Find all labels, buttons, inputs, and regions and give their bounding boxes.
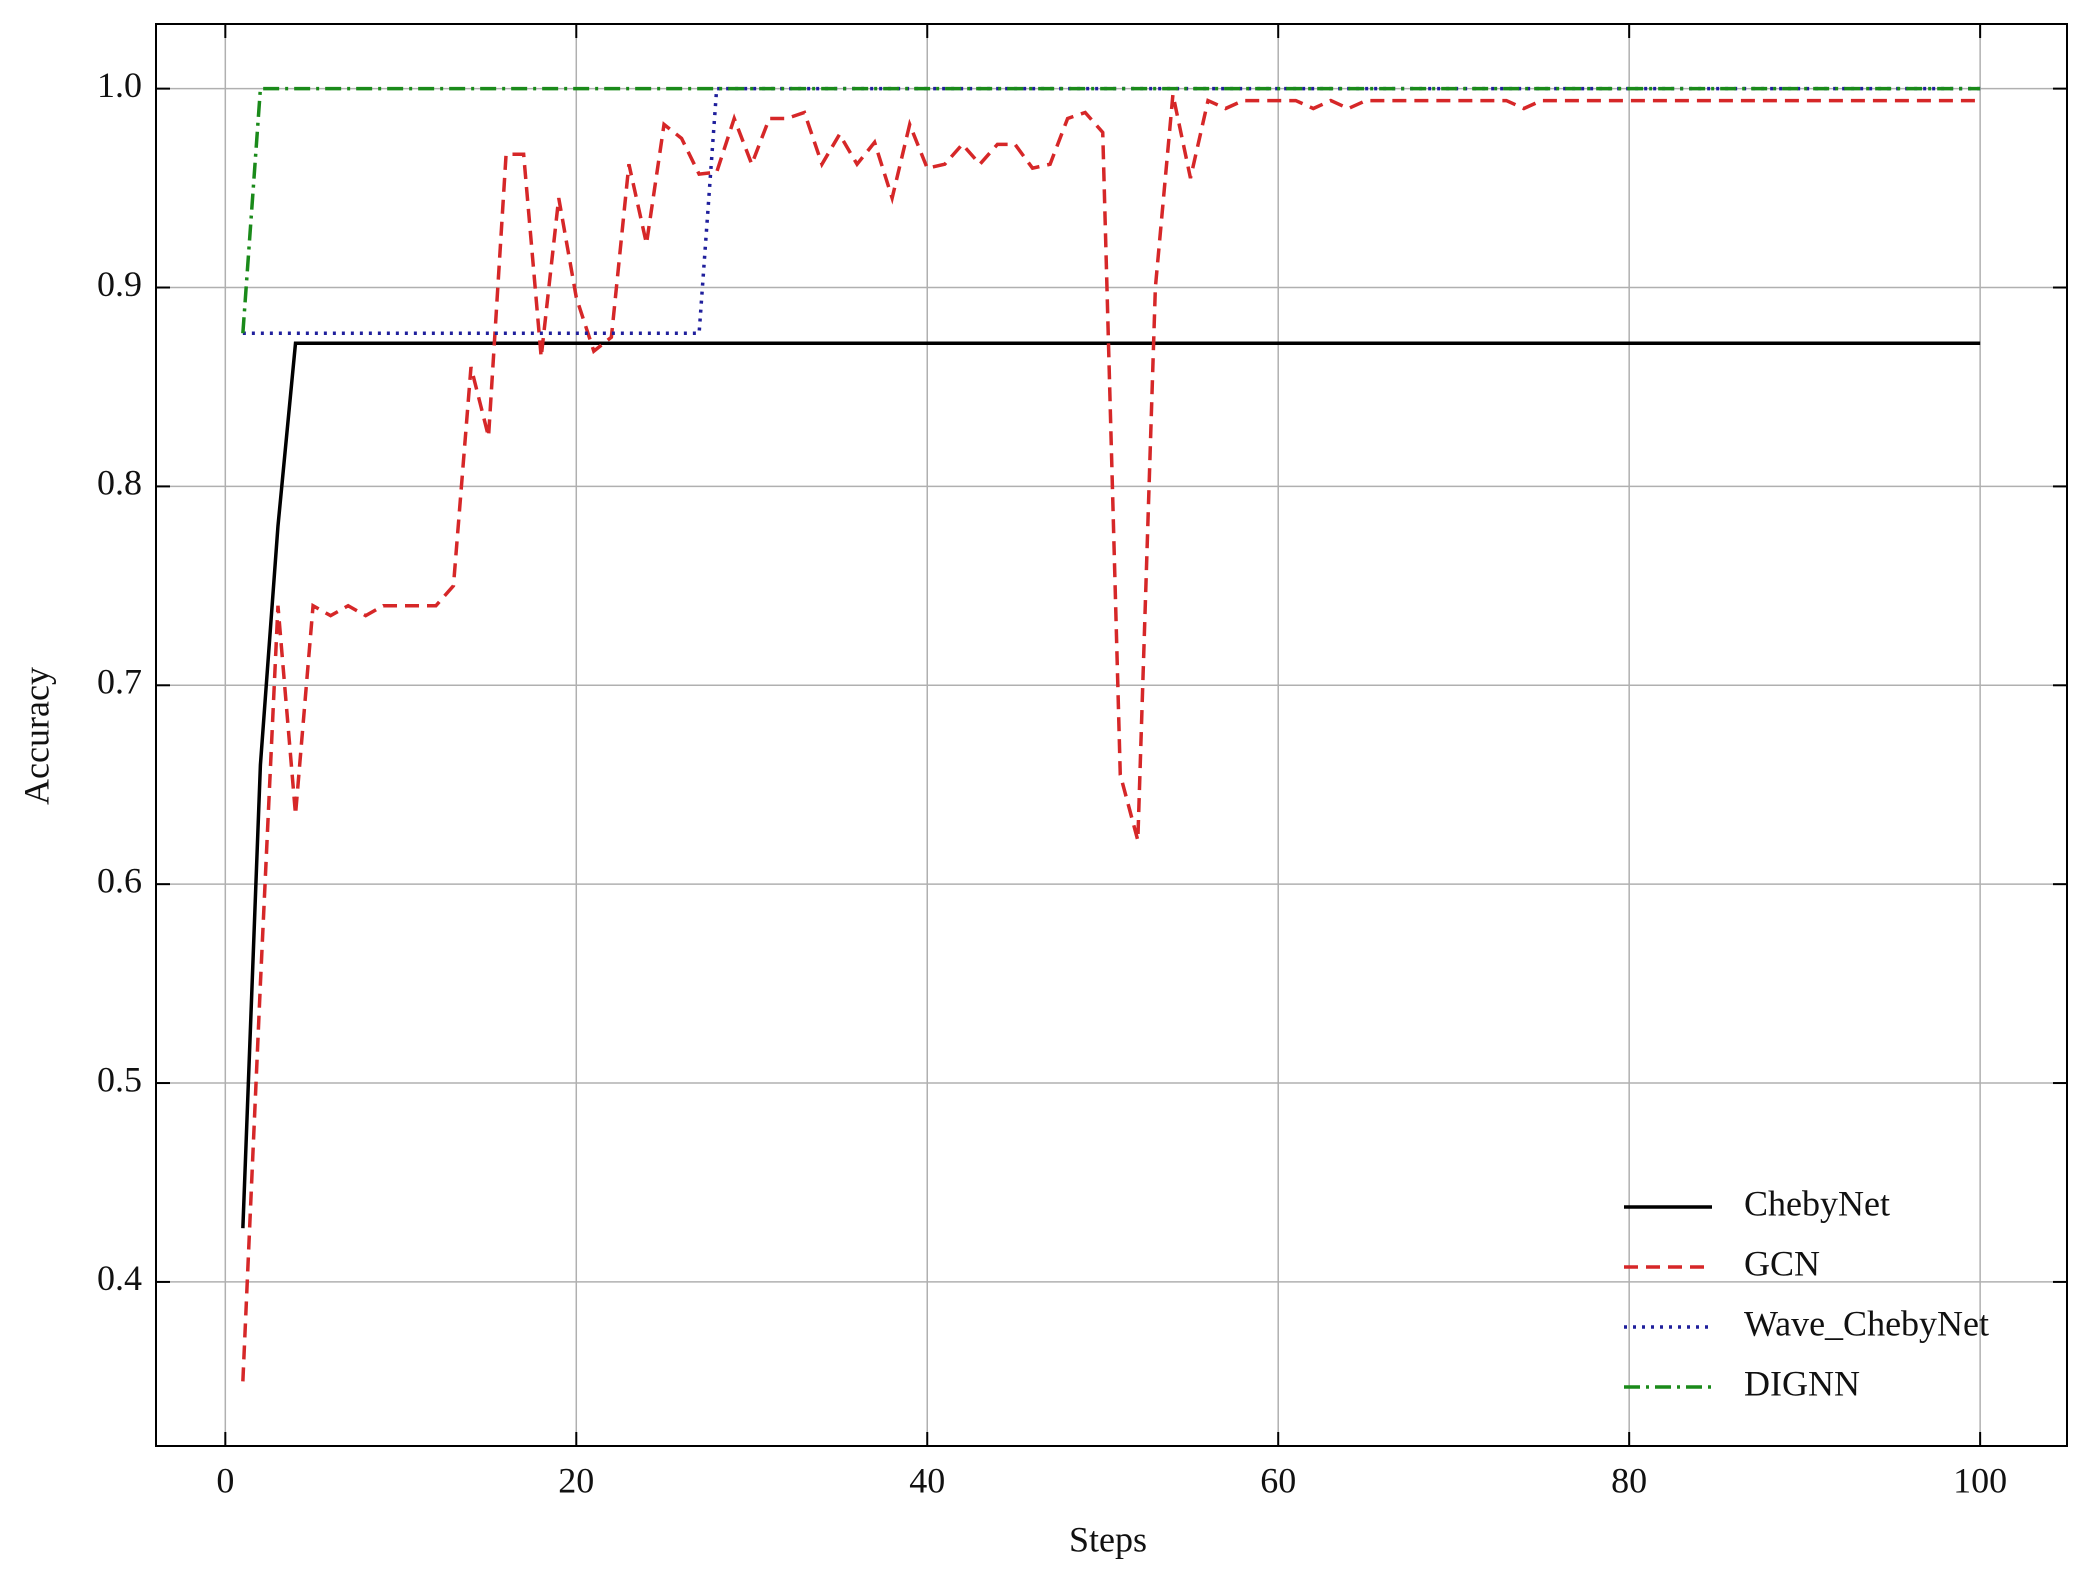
legend-label: ChebyNet xyxy=(1744,1183,1890,1223)
legend-label: Wave_ChebyNet xyxy=(1744,1303,1989,1343)
y-tick-label: 0.4 xyxy=(97,1258,142,1298)
x-tick-label: 20 xyxy=(558,1460,594,1500)
x-axis-label: Steps xyxy=(1069,1519,1147,1559)
y-tick-label: 0.5 xyxy=(97,1059,142,1099)
legend-label: DIGNN xyxy=(1744,1363,1860,1403)
x-tick-label: 0 xyxy=(216,1460,234,1500)
y-axis-label: Accuracy xyxy=(16,667,56,805)
plot-frame xyxy=(155,23,2068,1447)
y-tick-label: 0.8 xyxy=(97,463,142,503)
x-tick-label: 60 xyxy=(1260,1460,1296,1500)
y-tick-label: 0.9 xyxy=(97,264,142,304)
x-tick-label: 40 xyxy=(909,1460,945,1500)
x-tick-label: 100 xyxy=(1953,1460,2007,1500)
y-tick-label: 0.6 xyxy=(97,860,142,900)
series-line xyxy=(241,94,1981,1382)
y-tick-label: 1.0 xyxy=(97,65,142,105)
legend-label: GCN xyxy=(1744,1243,1820,1283)
series-line xyxy=(241,341,1981,1229)
series-line xyxy=(241,86,1981,334)
y-tick-label: 0.7 xyxy=(97,662,142,702)
x-tick-label: 80 xyxy=(1611,1460,1647,1500)
